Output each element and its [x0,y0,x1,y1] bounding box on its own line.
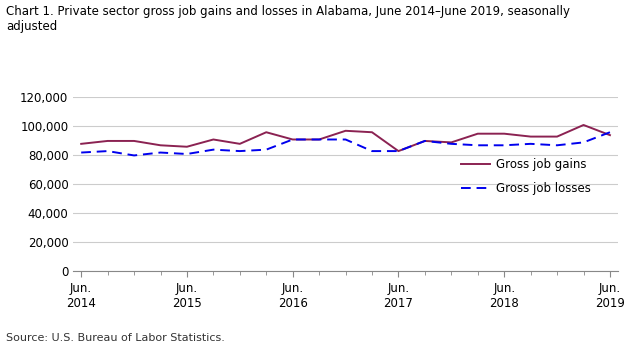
Gross job losses [315,137,323,142]
Gross job gains [421,139,429,143]
Gross job losses [341,137,349,142]
Gross job losses [236,149,243,153]
Gross job losses [77,150,85,155]
Text: Source: U.S. Bureau of Labor Statistics.: Source: U.S. Bureau of Labor Statistics. [6,333,225,343]
Gross job gains [157,143,164,148]
Gross job losses [580,140,587,144]
Gross job losses [421,139,429,143]
Gross job losses [501,143,508,148]
Gross job losses [395,149,403,153]
Gross job gains [395,149,403,153]
Gross job gains [289,137,296,142]
Text: Chart 1. Private sector gross job gains and losses in Alabama, June 2014–June 20: Chart 1. Private sector gross job gains … [6,5,570,33]
Gross job gains [183,145,190,149]
Gross job gains [315,137,323,142]
Gross job losses [527,142,534,146]
Gross job gains [210,137,217,142]
Gross job losses [606,130,614,134]
Gross job losses [104,149,111,153]
Gross job losses [210,148,217,152]
Line: Gross job gains: Gross job gains [81,125,610,151]
Gross job gains [554,134,561,139]
Gross job gains [580,123,587,127]
Gross job losses [289,137,296,142]
Gross job gains [77,142,85,146]
Gross job gains [527,134,534,139]
Line: Gross job losses: Gross job losses [81,132,610,156]
Gross job gains [341,129,349,133]
Gross job losses [554,143,561,148]
Gross job gains [606,133,614,137]
Gross job losses [448,142,455,146]
Gross job gains [448,140,455,144]
Gross job gains [104,139,111,143]
Gross job gains [474,132,482,136]
Gross job losses [368,149,376,153]
Gross job gains [262,130,270,134]
Gross job gains [368,130,376,134]
Gross job gains [236,142,243,146]
Gross job losses [157,150,164,155]
Gross job gains [501,132,508,136]
Gross job losses [183,152,190,156]
Legend: Gross job gains, Gross job losses: Gross job gains, Gross job losses [456,153,596,199]
Gross job losses [262,148,270,152]
Gross job losses [474,143,482,148]
Gross job gains [130,139,138,143]
Gross job losses [130,153,138,158]
